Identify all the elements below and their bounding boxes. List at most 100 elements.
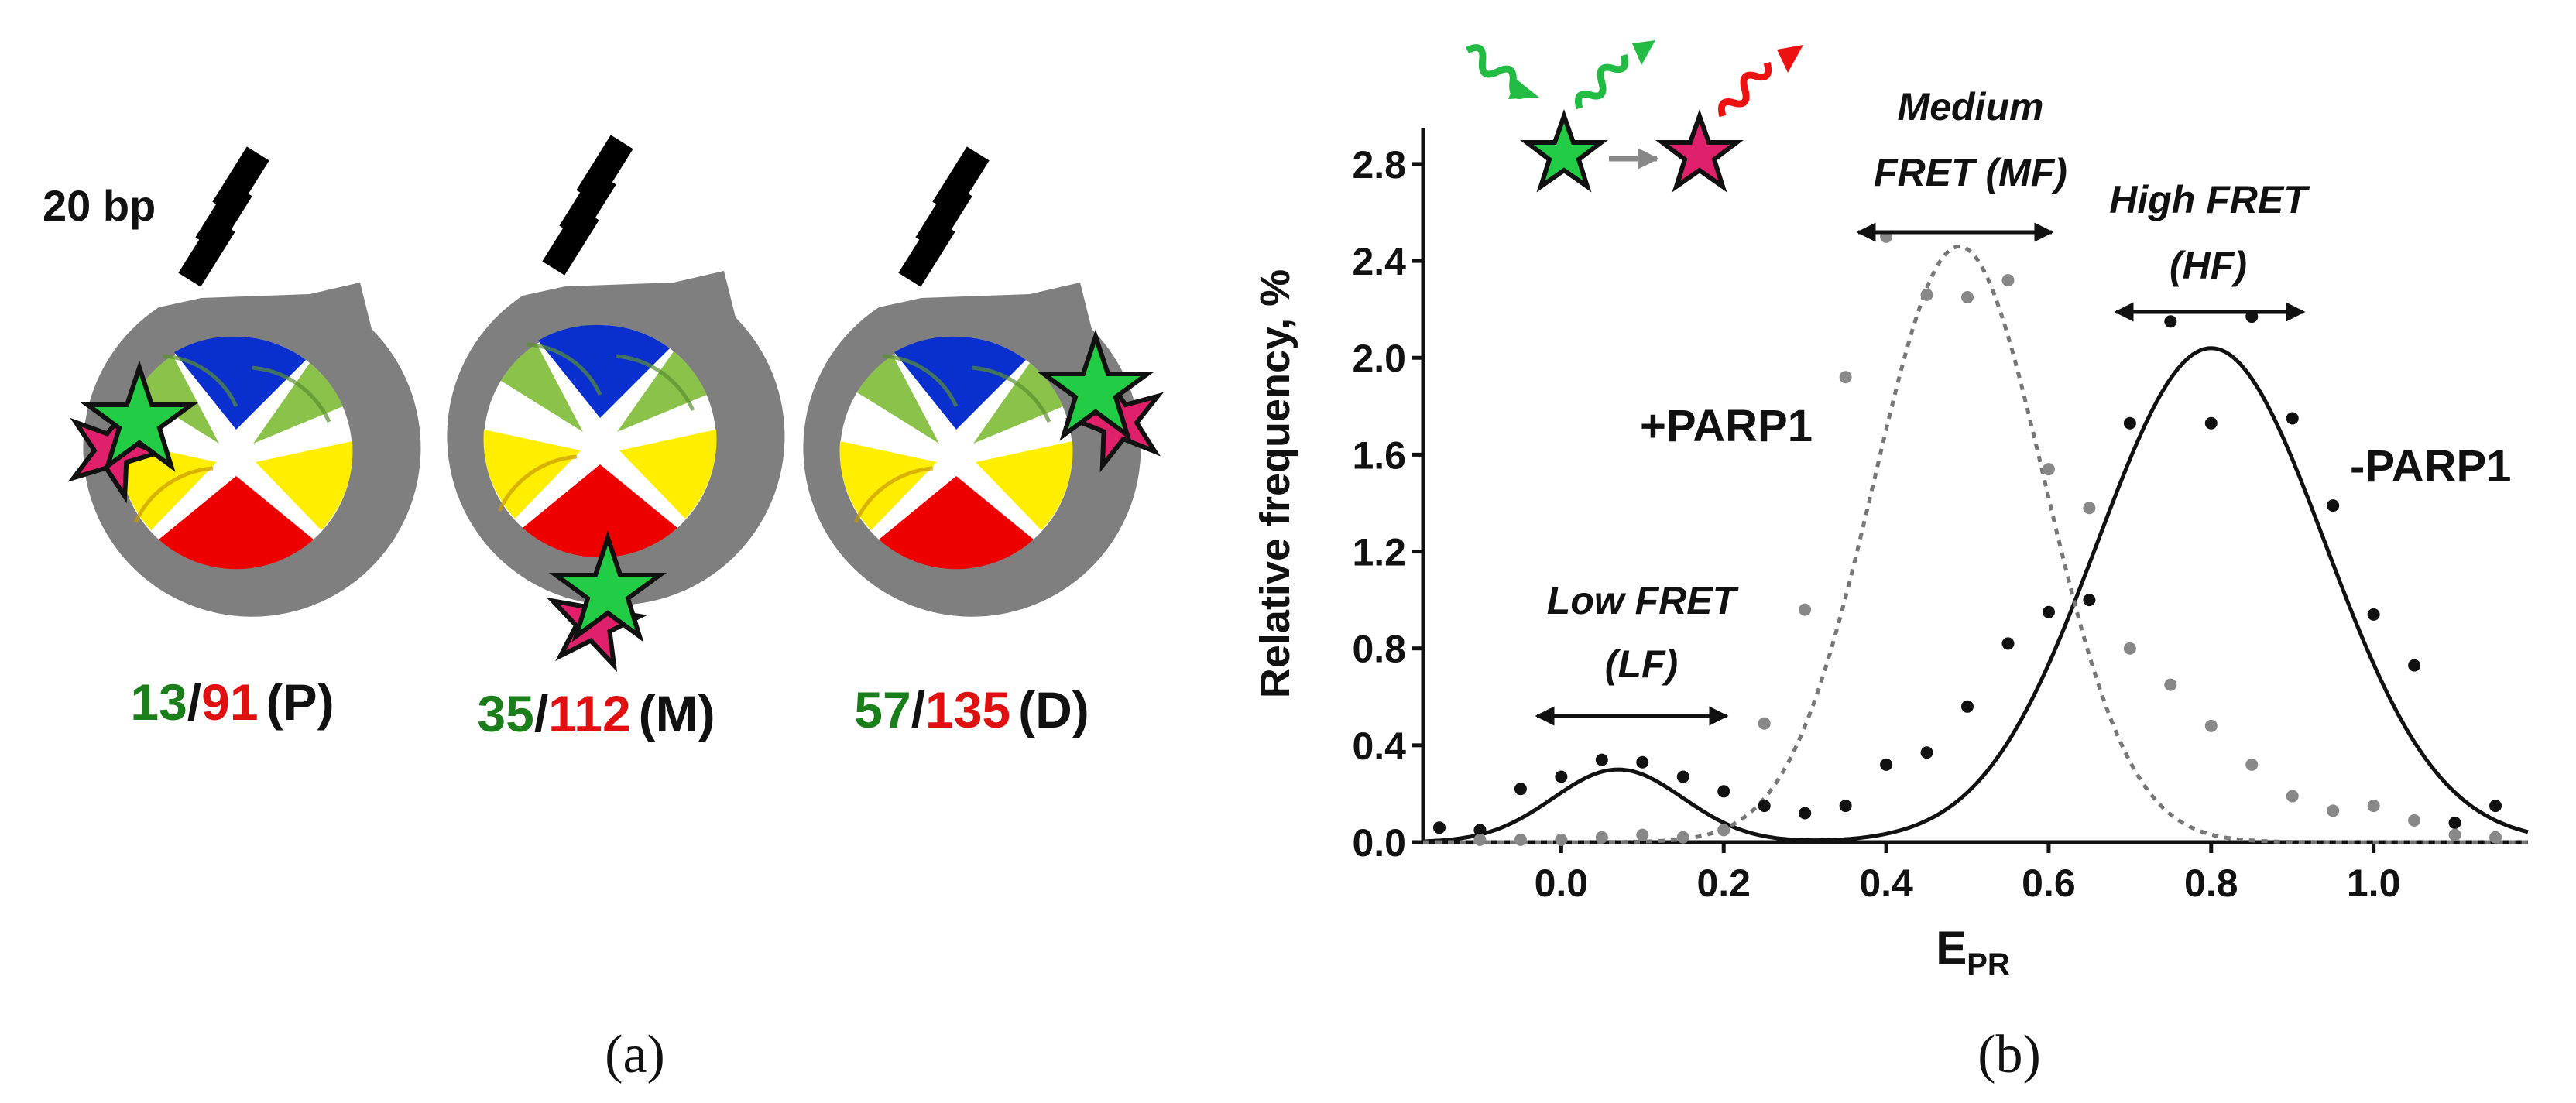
annotation-high-line1: High FRET [2109, 178, 2310, 221]
data-point [2123, 416, 2136, 430]
fret-icon [1466, 40, 1803, 193]
y-tick-label: 0.8 [1352, 628, 1406, 671]
annotation-medium-line2: FRET (MF) [1874, 151, 2067, 194]
dna-linker-bars [898, 146, 990, 287]
separator: / [911, 681, 925, 738]
data-point [1920, 746, 1933, 759]
series-label-plus: +PARP1 [1640, 401, 1813, 451]
annotation-low-line1: Low FRET [1547, 579, 1740, 622]
data-point [2123, 642, 2136, 655]
y-tick-label: 0.0 [1352, 821, 1406, 865]
nucleosome-d [803, 146, 1165, 617]
data-point [1799, 603, 1812, 616]
data-point [2245, 758, 2259, 771]
data-point [2448, 816, 2461, 829]
nucleosome-m [447, 135, 785, 673]
position-label: (M) [639, 685, 715, 742]
y-axis-label: Relative frequency, % [1252, 269, 1298, 698]
dna-linker-bars [178, 146, 269, 287]
data-point [2489, 800, 2502, 813]
data-point [1555, 770, 1568, 783]
separator: / [187, 673, 201, 731]
data-point [2164, 315, 2177, 328]
x-axis-label-sub: PR [1967, 947, 2010, 981]
data-point [2286, 790, 2299, 803]
data-point [1961, 700, 1974, 713]
acceptor-position: 135 [925, 681, 1010, 738]
y-ticks: 0.0 0.4 0.8 1.2 1.6 2.0 2.4 2.8 [1352, 143, 1423, 865]
annotation-high-fret: High FRET (HF) [2109, 178, 2310, 322]
data-point [1839, 371, 1852, 384]
label-m: 35/112 (M) [477, 685, 715, 742]
acceptor-position: 91 [201, 673, 258, 731]
fit-curve-parp1 [1423, 244, 2528, 844]
x-tick-label: 1.0 [2347, 862, 2401, 905]
plot-frame [1421, 128, 2528, 844]
x-tick-label: 0.6 [2022, 862, 2076, 905]
x-tick-label: 0.4 [1859, 862, 1913, 905]
data-points [1432, 230, 2502, 846]
data-point [1961, 291, 1974, 304]
data-point [1758, 800, 1771, 813]
fit-curve-parp1 [1422, 346, 2529, 844]
data-point [1636, 755, 1649, 769]
data-point [1880, 758, 1893, 771]
donor-position: 13 [130, 673, 187, 731]
x-axis-label-main: E [1936, 922, 1967, 974]
donor-star-icon [1520, 108, 1608, 193]
x-ticks: 0.0 0.2 0.4 0.6 0.8 1.0 [1535, 842, 2401, 905]
histone-core [119, 336, 353, 570]
y-tick-label: 2.4 [1352, 240, 1406, 283]
data-point [2327, 804, 2340, 817]
data-point [2204, 416, 2218, 430]
nucleosome-p [67, 146, 421, 617]
data-point [1676, 831, 1689, 844]
data-point [2367, 608, 2380, 621]
annotation-low-fret: Low FRET (LF) [1535, 579, 1740, 726]
donor-position: 35 [477, 685, 533, 742]
label-d: 57/135 (D) [854, 681, 1089, 738]
acceptor-star-icon [1655, 108, 1744, 193]
data-point [2408, 814, 2421, 827]
data-point [1839, 800, 1852, 813]
dna-linker-bars [542, 135, 633, 276]
data-point [2367, 800, 2380, 813]
fret-pair-star [546, 530, 667, 673]
data-point [1676, 770, 1689, 783]
histone-core [839, 336, 1073, 570]
data-point [2083, 502, 2096, 515]
histone-core [483, 324, 717, 558]
y-tick-label: 2.0 [1352, 337, 1406, 380]
data-point [2448, 828, 2461, 841]
data-point [1555, 833, 1568, 846]
data-point [2327, 499, 2340, 512]
x-tick-label: 0.8 [2184, 862, 2238, 905]
data-point [2164, 678, 2177, 691]
series-label-minus: -PARP1 [2350, 441, 2511, 492]
annotation-medium-fret: Medium FRET (MF) [1856, 85, 2067, 242]
panel-b: 0.0 0.4 0.8 1.2 1.6 2.0 2.4 2.8 0.0 0.2 0.4 0.6 0.8… [1252, 40, 2529, 1084]
fit-curves [1422, 244, 2529, 844]
data-point [2042, 605, 2055, 618]
data-point [1473, 824, 1487, 837]
data-point [1799, 807, 1812, 820]
data-point [2489, 831, 2502, 844]
position-label: (D) [1018, 681, 1089, 738]
data-point [2042, 463, 2055, 476]
data-point [2001, 637, 2015, 650]
y-tick-label: 1.6 [1352, 433, 1406, 477]
caption-a: (a) [605, 1025, 665, 1084]
donor-position: 57 [854, 681, 911, 738]
x-axis-label: EPR [1936, 922, 2010, 981]
fret-pair-star [1036, 329, 1165, 473]
position-label: (P) [266, 673, 334, 731]
label-p: 13/91 (P) [130, 673, 334, 731]
data-point [2204, 719, 2218, 732]
scale-label: 20 bp [43, 181, 156, 230]
separator: / [534, 685, 548, 742]
x-tick-label: 0.2 [1696, 862, 1751, 905]
data-point [1514, 783, 1527, 796]
data-point [1595, 831, 1608, 844]
panel-a: 20 bp [43, 135, 1165, 1084]
